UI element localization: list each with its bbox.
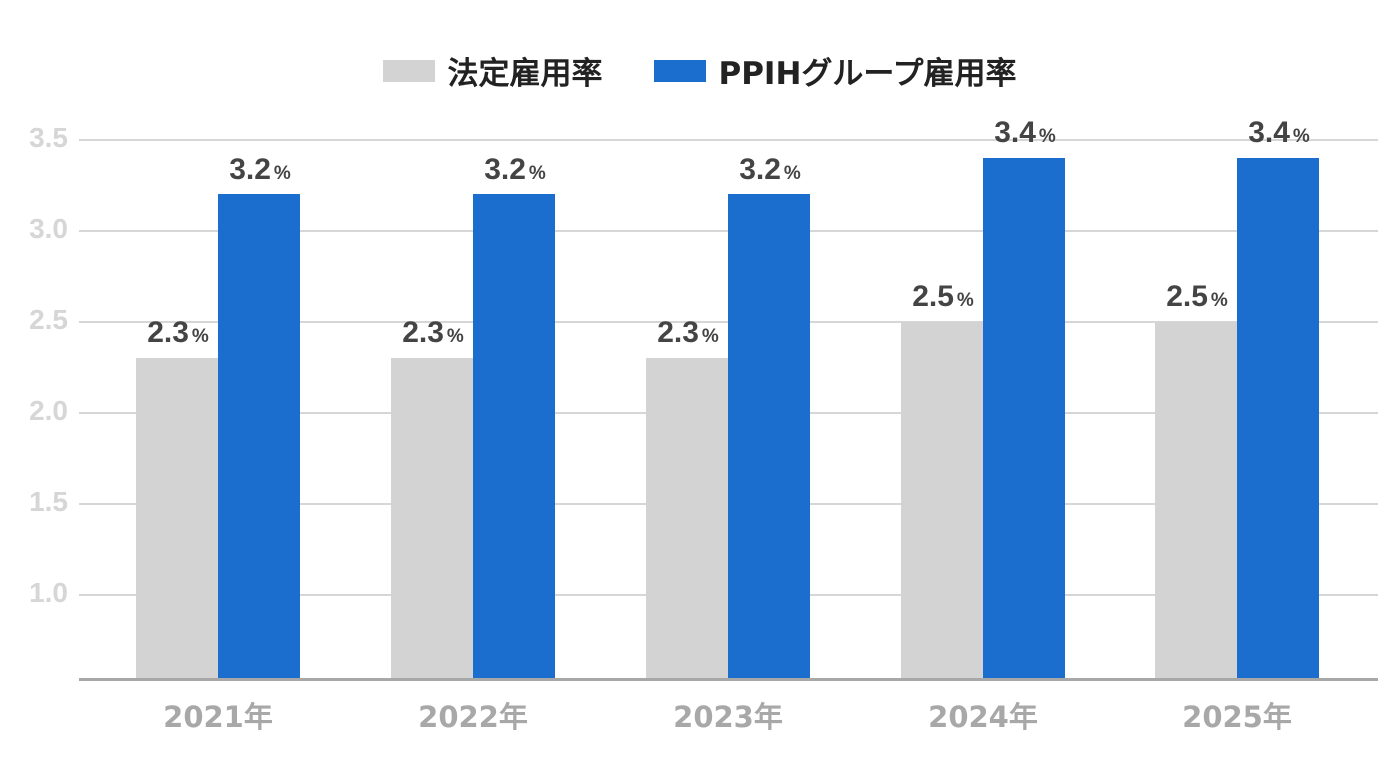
xlabel-2021: 2021年 <box>163 700 273 734</box>
bar-ppih-2021 <box>218 194 300 678</box>
legend-label-ppih: PPIHグループ雇用率 <box>718 56 1017 92</box>
bar-ppih-2024 <box>983 158 1065 678</box>
value-label-statutory-2024: 2.5% <box>912 280 974 313</box>
xlabel-2024: 2024年 <box>928 700 1038 734</box>
bar-ppih-2022 <box>473 194 555 678</box>
ytick-3-5: 3.5 <box>29 122 68 153</box>
ytick-1-0: 1.0 <box>29 577 68 608</box>
value-label-ppih-2025: 3.4% <box>1248 116 1310 149</box>
value-label-statutory-2022: 2.3% <box>402 316 464 349</box>
ytick-1-5: 1.5 <box>29 486 68 517</box>
bar-ppih-2025 <box>1237 158 1319 678</box>
xlabel-2025: 2025年 <box>1182 700 1292 734</box>
legend-item-ppih: PPIHグループ雇用率 <box>654 48 1017 93</box>
value-label-ppih-2023: 3.2% <box>739 153 801 186</box>
ytick-3-0: 3.0 <box>29 213 68 244</box>
bar-statutory-2023 <box>646 358 728 678</box>
bar-statutory-2025 <box>1155 322 1237 678</box>
value-label-statutory-2025: 2.5% <box>1166 280 1228 313</box>
bar-statutory-2021 <box>136 358 218 678</box>
xlabel-2023: 2023年 <box>673 700 783 734</box>
value-label-ppih-2022: 3.2% <box>484 153 546 186</box>
x-axis-baseline <box>79 678 1378 681</box>
ytick-2-0: 2.0 <box>29 395 68 426</box>
legend-swatch-statutory <box>383 59 436 82</box>
legend-label-statutory: 法定雇用率 <box>447 56 603 92</box>
legend-item-statutory: 法定雇用率 <box>383 48 602 93</box>
bar-statutory-2022 <box>391 358 473 678</box>
legend-swatch-ppih <box>654 59 707 82</box>
xlabel-2022: 2022年 <box>418 700 528 734</box>
bar-ppih-2023 <box>728 194 810 678</box>
chart-legend: 法定雇用率 PPIHグループ雇用率 <box>0 48 1400 93</box>
value-label-ppih-2021: 3.2% <box>229 153 291 186</box>
ytick-2-5: 2.5 <box>29 304 68 335</box>
value-label-statutory-2023: 2.3% <box>657 316 719 349</box>
value-label-statutory-2021: 2.3% <box>147 316 209 349</box>
value-label-ppih-2024: 3.4% <box>994 116 1056 149</box>
bar-statutory-2024 <box>901 322 983 678</box>
gridline-3-5 <box>79 139 1378 141</box>
